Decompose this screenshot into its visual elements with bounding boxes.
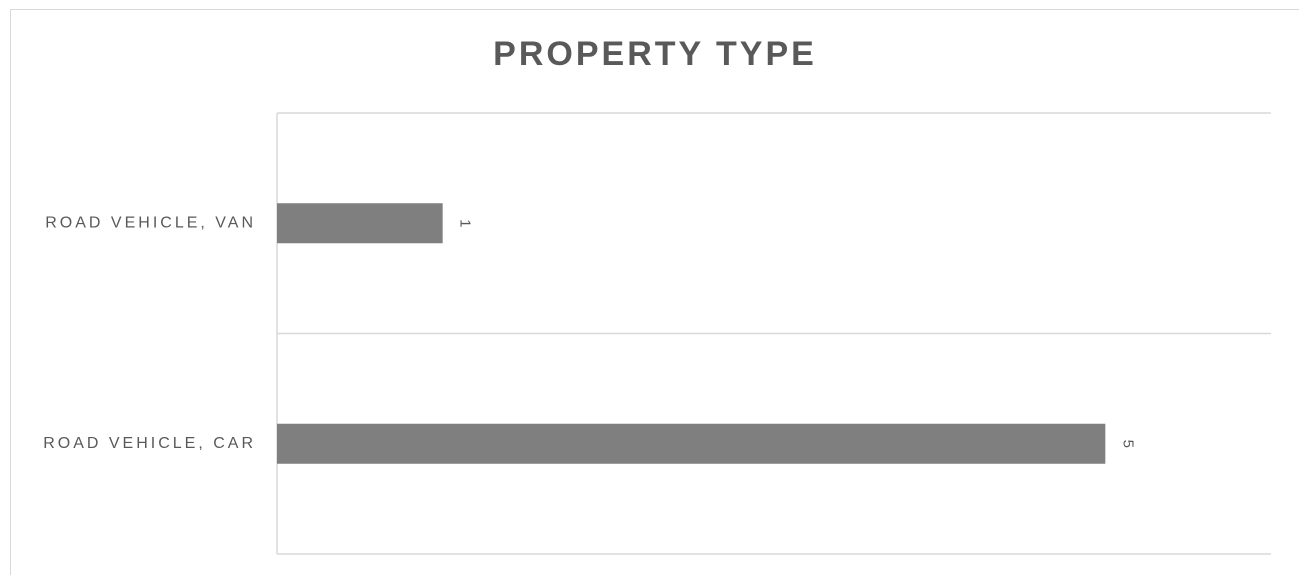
data-label: 5 bbox=[1119, 440, 1136, 448]
y-tick-label: ROAD VEHICLE, CAR bbox=[43, 435, 256, 452]
y-tick-label: ROAD VEHICLE, VAN bbox=[45, 214, 256, 231]
bar bbox=[277, 203, 443, 244]
bar bbox=[277, 423, 1106, 464]
chart-title: PROPERTY TYPE bbox=[493, 35, 817, 73]
data-label: 1 bbox=[457, 219, 474, 227]
